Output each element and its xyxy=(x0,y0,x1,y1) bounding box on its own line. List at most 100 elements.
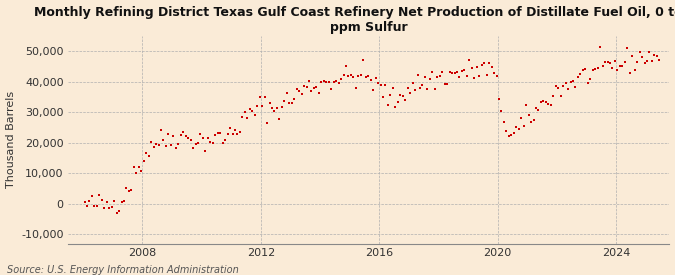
Point xyxy=(247,109,258,113)
Point xyxy=(316,79,327,84)
Point xyxy=(610,59,620,63)
Point xyxy=(274,117,285,121)
Point xyxy=(237,115,248,119)
Point xyxy=(183,136,194,141)
Point xyxy=(526,120,537,124)
Point xyxy=(528,118,539,123)
Point xyxy=(308,86,319,90)
Point xyxy=(570,85,581,89)
Point xyxy=(205,140,216,144)
Point xyxy=(474,74,485,78)
Point xyxy=(213,130,223,135)
Point xyxy=(294,89,304,93)
Point xyxy=(425,77,435,81)
Point xyxy=(348,75,359,79)
Point xyxy=(590,67,601,71)
Point xyxy=(161,144,171,148)
Point xyxy=(385,93,396,97)
Point xyxy=(456,69,467,73)
Point xyxy=(190,141,201,146)
Point xyxy=(620,60,630,64)
Point xyxy=(435,74,446,78)
Point xyxy=(617,64,628,69)
Point xyxy=(506,133,516,137)
Point xyxy=(441,82,452,86)
Point xyxy=(350,86,361,90)
Point xyxy=(654,58,665,62)
Point xyxy=(116,200,127,205)
Point xyxy=(459,68,470,73)
Point xyxy=(335,77,346,81)
Point xyxy=(580,67,591,71)
Point xyxy=(504,134,514,138)
Point xyxy=(651,54,662,58)
Point xyxy=(523,113,534,117)
Point xyxy=(323,80,334,85)
Point xyxy=(210,133,221,138)
Point xyxy=(647,59,657,63)
Point xyxy=(277,104,288,109)
Point xyxy=(577,68,588,72)
Point xyxy=(373,80,383,85)
Point xyxy=(548,94,559,98)
Point xyxy=(284,101,295,105)
Point xyxy=(240,109,250,114)
Point xyxy=(215,131,225,135)
Point xyxy=(439,82,450,86)
Point xyxy=(326,87,337,91)
Point xyxy=(410,88,421,93)
Point xyxy=(632,60,643,64)
Point xyxy=(185,138,196,142)
Point xyxy=(375,82,386,87)
Point xyxy=(84,199,95,203)
Point xyxy=(259,94,270,99)
Point xyxy=(477,63,487,67)
Point xyxy=(398,94,408,98)
Point xyxy=(244,107,255,111)
Point xyxy=(227,132,238,136)
Point xyxy=(444,70,455,74)
Point xyxy=(605,61,616,65)
Point xyxy=(511,125,522,129)
Point xyxy=(267,106,277,110)
Point xyxy=(151,142,161,146)
Point xyxy=(585,77,595,81)
Point xyxy=(89,204,100,208)
Point xyxy=(232,131,243,136)
Point xyxy=(146,140,157,144)
Point xyxy=(198,136,209,141)
Point xyxy=(170,146,181,150)
Point xyxy=(479,60,489,65)
Point xyxy=(195,131,206,136)
Point xyxy=(550,84,561,88)
Point xyxy=(380,83,391,88)
Point xyxy=(538,99,549,103)
Point xyxy=(370,76,381,80)
Point xyxy=(595,45,605,49)
Point xyxy=(106,205,117,209)
Point xyxy=(155,127,166,132)
Point xyxy=(298,84,309,88)
Point xyxy=(407,81,418,85)
Point xyxy=(489,71,500,75)
Point xyxy=(104,205,115,210)
Point xyxy=(471,64,482,69)
Point xyxy=(91,204,102,208)
Point xyxy=(531,106,541,111)
Point xyxy=(360,75,371,79)
Point xyxy=(341,64,352,68)
Point xyxy=(639,61,650,65)
Point xyxy=(427,69,438,74)
Point xyxy=(627,54,638,59)
Point xyxy=(217,141,228,146)
Point xyxy=(565,80,576,84)
Point xyxy=(301,85,312,89)
Point xyxy=(420,75,431,79)
Point xyxy=(94,193,105,197)
Point xyxy=(583,80,593,85)
Point xyxy=(405,91,416,95)
Point xyxy=(271,106,282,110)
Point xyxy=(79,200,90,204)
Point xyxy=(543,102,554,106)
Text: Source: U.S. Energy Information Administration: Source: U.S. Energy Information Administ… xyxy=(7,265,238,275)
